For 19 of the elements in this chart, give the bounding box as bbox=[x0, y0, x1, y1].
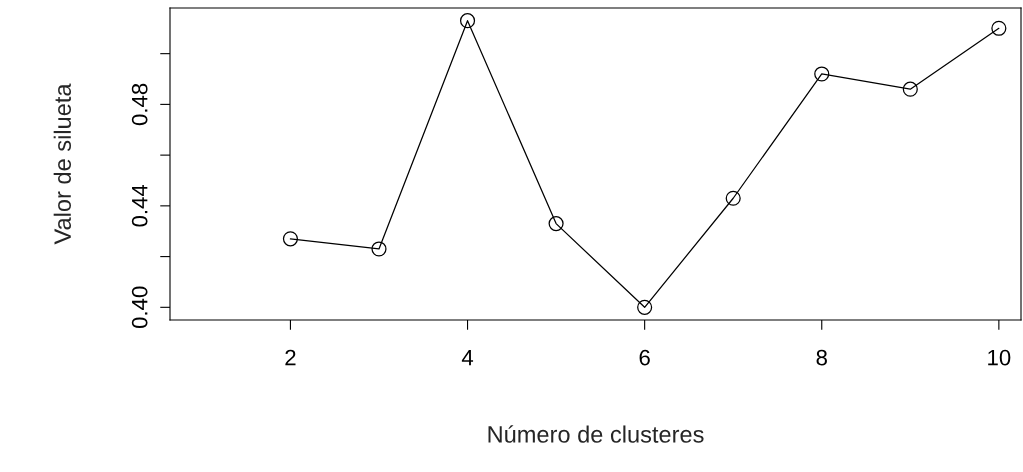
x-tick-label: 6 bbox=[639, 349, 650, 366]
y-tick-label: 0.44 bbox=[131, 184, 148, 227]
y-axis-title: Valor de silueta bbox=[53, 83, 72, 245]
point bbox=[991, 20, 1007, 36]
point bbox=[725, 190, 741, 206]
point bbox=[814, 66, 830, 82]
point bbox=[902, 81, 918, 97]
point bbox=[459, 13, 476, 29]
x-tick-label: 10 bbox=[988, 349, 1011, 366]
point bbox=[637, 299, 653, 315]
x-tick-label: 8 bbox=[816, 349, 827, 366]
point bbox=[371, 241, 387, 257]
y-tick-label: 0.48 bbox=[131, 83, 148, 126]
point bbox=[282, 231, 299, 247]
point bbox=[548, 216, 564, 232]
x-tick-label: 2 bbox=[285, 349, 296, 366]
y-tick-label: 0.40 bbox=[131, 286, 148, 329]
x-axis-title: Número de clusteres bbox=[488, 425, 704, 443]
x-tick-label: 4 bbox=[461, 349, 474, 366]
